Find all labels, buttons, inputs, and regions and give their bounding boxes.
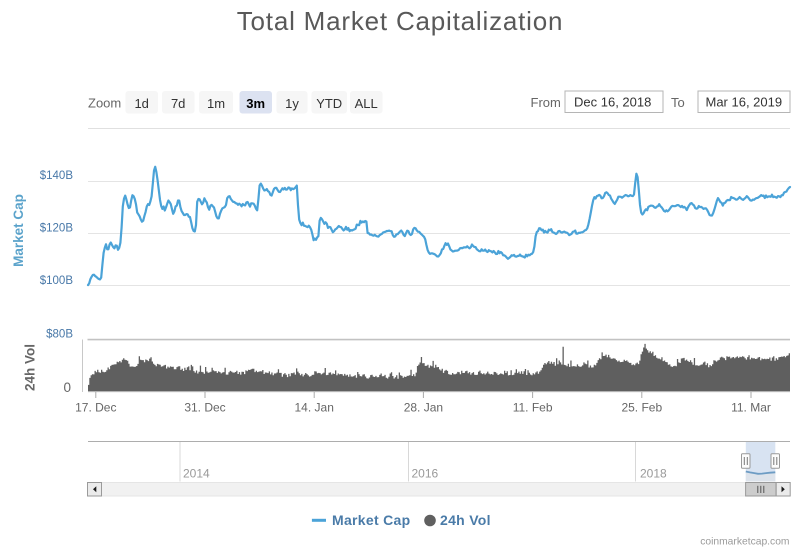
svg-text:YTD: YTD (316, 96, 342, 111)
svg-text:24h Vol: 24h Vol (23, 344, 38, 391)
svg-text:$120B: $120B (40, 223, 74, 235)
svg-text:Mar 16, 2019: Mar 16, 2019 (706, 95, 783, 110)
svg-text:28. Jan: 28. Jan (404, 401, 443, 415)
svg-text:3m: 3m (246, 96, 265, 111)
svg-text:1m: 1m (207, 96, 225, 111)
svg-text:Dec 16, 2018: Dec 16, 2018 (574, 95, 651, 110)
svg-text:Market Cap: Market Cap (11, 194, 26, 267)
svg-text:ALL: ALL (355, 96, 378, 111)
svg-text:$140B: $140B (40, 170, 74, 182)
svg-text:17. Dec: 17. Dec (75, 401, 116, 415)
svg-text:$100B: $100B (40, 275, 74, 287)
svg-text:Total Market Capitalization: Total Market Capitalization (237, 6, 564, 36)
svg-text:coinmarketcap.com: coinmarketcap.com (700, 537, 789, 548)
svg-text:Market Cap: Market Cap (332, 512, 410, 528)
svg-text:2014: 2014 (183, 467, 210, 481)
svg-text:1y: 1y (285, 96, 299, 111)
svg-text:1d: 1d (134, 96, 148, 111)
svg-text:To: To (671, 95, 685, 110)
svg-text:2016: 2016 (412, 467, 439, 481)
svg-text:From: From (531, 95, 561, 110)
svg-text:25. Feb: 25. Feb (621, 401, 662, 415)
svg-text:Zoom: Zoom (88, 96, 121, 111)
svg-text:24h Vol: 24h Vol (440, 512, 491, 528)
svg-text:31. Dec: 31. Dec (184, 401, 225, 415)
svg-text:0: 0 (63, 380, 71, 395)
svg-text:$80B: $80B (46, 329, 73, 341)
svg-text:11. Feb: 11. Feb (513, 401, 553, 415)
svg-text:14. Jan: 14. Jan (295, 401, 334, 415)
svg-text:2018: 2018 (640, 467, 667, 481)
svg-text:11. Mar: 11. Mar (731, 401, 771, 415)
svg-text:7d: 7d (171, 96, 185, 111)
